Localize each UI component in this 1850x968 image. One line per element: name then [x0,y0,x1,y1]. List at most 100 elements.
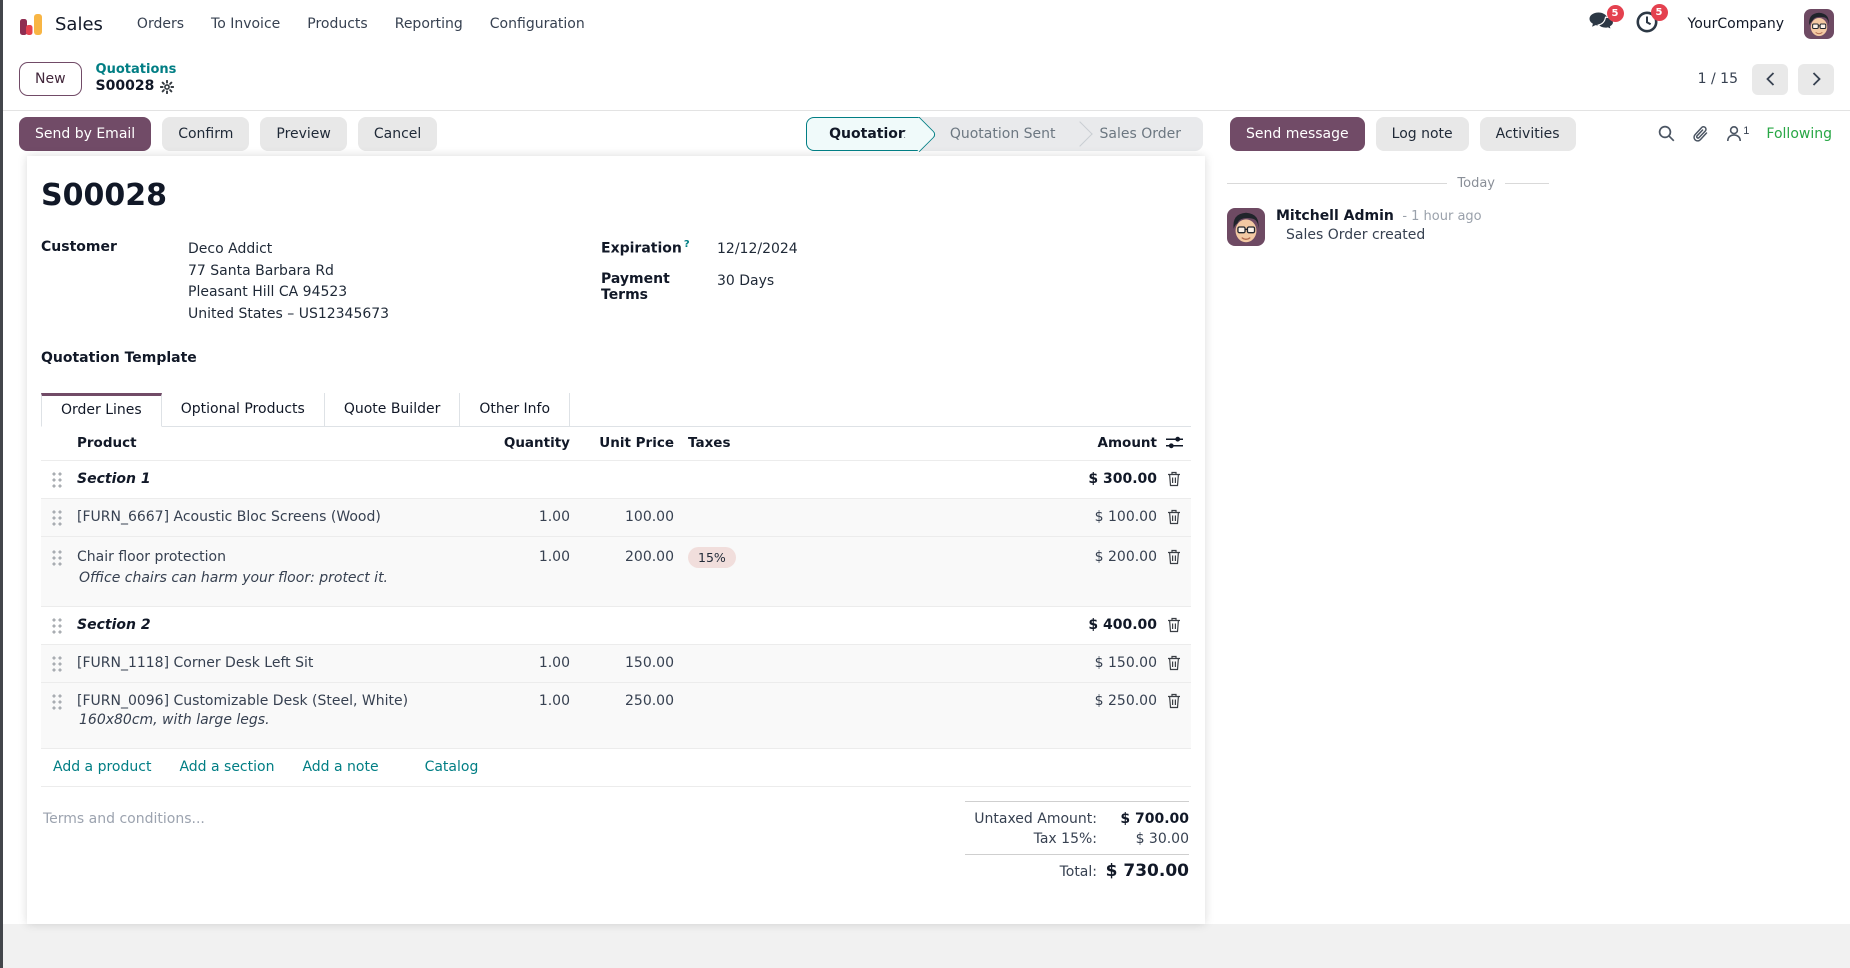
payment-terms-value[interactable]: 30 Days [717,272,775,289]
add-a-product-link[interactable]: Add a product [53,758,152,775]
activities-menu-button[interactable]: 5 [1636,4,1668,37]
following-toggle[interactable]: Following [1766,125,1832,142]
drag-handle-icon[interactable] [51,692,62,710]
add-a-note-link[interactable]: Add a note [302,758,379,775]
odoo-apps-logo-icon[interactable] [19,10,45,38]
new-button[interactable]: New [19,62,82,96]
catalog-link[interactable]: Catalog [424,758,479,775]
total-row: Total: $ 730.00 [965,853,1189,883]
table-row-product[interactable]: Chair floor protection 1.00 200.00 15% $… [41,535,1191,606]
message-author-name[interactable]: Mitchell Admin [1276,208,1394,224]
menu-reporting[interactable]: Reporting [394,16,463,32]
record-name: S00028 [95,78,155,95]
table-footer-links: Add a product Add a section Add a note C… [41,747,1191,787]
section-name[interactable]: Section 2 [77,617,151,634]
product-description-note[interactable]: 160x80cm, with large legs. [79,711,270,728]
chatter-buttons: Send message Log note Activities [1230,116,1576,151]
menu-configuration[interactable]: Configuration [489,16,585,32]
unit-price-cell[interactable]: 100.00 [625,509,674,526]
page-title[interactable]: S00028 [41,178,167,213]
table-row-product[interactable]: [FURN_6667] Acoustic Bloc Screens (Wood)… [41,497,1191,536]
tab-other-info[interactable]: Other Info [460,392,571,427]
product-description-note[interactable]: Office chairs can harm your floor: prote… [79,569,389,586]
table-row-section-2[interactable]: Section 2 $ 400.00 [41,605,1191,644]
unit-price-cell[interactable]: 200.00 [625,549,674,566]
terms-and-conditions-input[interactable]: Terms and conditions... [43,810,205,827]
record-actions-gear-icon[interactable] [160,80,175,95]
app-name[interactable]: Sales [55,13,103,35]
tax-badge[interactable]: 15% [688,546,736,568]
clock-icon [1636,11,1657,33]
status-step-quotation[interactable]: Quotation [806,116,920,151]
breadcrumb-quotations-link[interactable]: Quotations [95,62,177,78]
pager-previous-button[interactable] [1752,63,1788,95]
delete-row-icon[interactable] [1157,509,1191,525]
drag-handle-icon[interactable] [51,470,62,488]
expiration-help-marker[interactable]: ? [683,239,690,250]
drag-handle-icon[interactable] [51,654,62,672]
drag-handle-icon[interactable] [51,508,62,526]
tab-order-lines[interactable]: Order Lines [41,392,162,427]
user-avatar[interactable] [1804,9,1834,39]
messages-count-badge: 5 [1606,5,1624,22]
tab-optional-products[interactable]: Optional Products [161,392,325,427]
section-name[interactable]: Section 1 [77,471,151,488]
table-row-product[interactable]: [FURN_0096] Customizable Desk (Steel, Wh… [41,681,1191,748]
messages-menu-button[interactable]: 5 [1589,5,1624,36]
menu-to-invoice[interactable]: To Invoice [211,16,281,32]
tab-quote-builder[interactable]: Quote Builder [324,392,461,427]
quantity-cell[interactable]: 1.00 [538,549,570,566]
preview-button[interactable]: Preview [260,116,347,151]
table-row-product[interactable]: [FURN_1118] Corner Desk Left Sit 1.00 15… [41,643,1191,682]
quantity-cell[interactable]: 1.00 [538,693,570,710]
activities-count-badge: 5 [1650,4,1668,21]
search-messages-button[interactable] [1658,125,1675,142]
product-name[interactable]: Chair floor protection [77,549,226,566]
delete-row-icon[interactable] [1157,655,1191,671]
amount-column-header[interactable]: Amount [1097,434,1157,451]
drag-handle-icon[interactable] [51,548,62,566]
log-note-button[interactable]: Log note [1375,116,1469,151]
customer-value[interactable]: Deco Addict 77 Santa Barbara Rd Pleasant… [188,239,389,326]
menu-products[interactable]: Products [307,16,368,32]
delete-row-icon[interactable] [1157,693,1191,709]
attachments-button[interactable] [1692,125,1709,143]
delete-row-icon[interactable] [1157,549,1191,565]
quantity-cell[interactable]: 1.00 [538,509,570,526]
expiration-value[interactable]: 12/12/2024 [717,241,798,257]
optional-columns-icon[interactable] [1157,435,1191,450]
product-column-header[interactable]: Product [77,434,137,451]
quantity-column-header[interactable]: Quantity [503,434,570,451]
order-lines-header: Product Quantity Unit Price Taxes Amount [41,427,1191,460]
message-author-avatar[interactable] [1227,208,1265,246]
quantity-cell[interactable]: 1.00 [538,655,570,672]
product-name[interactable]: [FURN_1118] Corner Desk Left Sit [77,655,314,672]
action-status-bar: Send by Email Confirm Preview Cancel Quo… [3,110,1850,156]
send-message-button[interactable]: Send message [1230,116,1365,151]
drag-handle-icon[interactable] [51,616,62,634]
taxes-column-header[interactable]: Taxes [688,434,731,451]
activities-button[interactable]: Activities [1479,116,1576,151]
cancel-button[interactable]: Cancel [357,116,438,151]
menu-orders[interactable]: Orders [136,16,185,32]
unit-price-cell[interactable]: 150.00 [625,655,674,672]
delete-row-icon[interactable] [1157,617,1191,633]
add-a-section-link[interactable]: Add a section [179,758,275,775]
delete-row-icon[interactable] [1157,471,1191,487]
unit-price-column-header[interactable]: Unit Price [599,434,674,451]
send-by-email-button[interactable]: Send by Email [19,116,152,151]
taxes-cell[interactable]: 15% [674,546,894,568]
unit-price-cell[interactable]: 250.00 [625,693,674,710]
product-name[interactable]: [FURN_0096] Customizable Desk (Steel, Wh… [77,693,409,710]
expiration-field: Expiration? 12/12/2024 [601,239,1191,261]
status-step-sales-order[interactable]: Sales Order [1078,117,1204,151]
followers-button[interactable]: 1 [1726,125,1749,142]
pager-next-button[interactable] [1798,63,1834,95]
message-content: Mitchell Admin - 1 hour ago Sales Order … [1276,208,1482,246]
confirm-button[interactable]: Confirm [162,116,250,151]
table-row-section-1[interactable]: Section 1 $ 300.00 [41,459,1191,498]
product-name[interactable]: [FURN_6667] Acoustic Bloc Screens (Wood) [77,509,381,526]
company-switcher[interactable]: YourCompany [1687,16,1785,32]
status-step-quotation-sent[interactable]: Quotation Sent [949,125,1056,142]
customer-name[interactable]: Deco Addict [188,241,273,257]
